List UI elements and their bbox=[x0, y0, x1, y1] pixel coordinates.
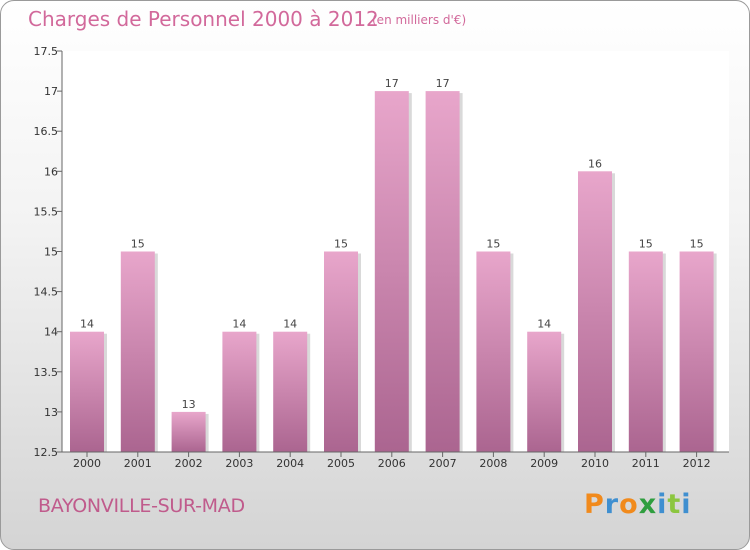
data-label: 15 bbox=[486, 238, 500, 251]
data-label: 14 bbox=[232, 318, 246, 331]
x-tick-label: 2000 bbox=[73, 457, 101, 470]
x-tick-label: 2010 bbox=[581, 457, 609, 470]
y-tick-label: 13 bbox=[44, 406, 58, 419]
x-tick-label: 2006 bbox=[378, 457, 406, 470]
data-label: 17 bbox=[436, 77, 450, 90]
y-tick-label: 17 bbox=[44, 85, 58, 98]
x-tick-label: 2012 bbox=[683, 457, 711, 470]
data-label: 15 bbox=[131, 238, 145, 251]
logo-letter: i bbox=[681, 489, 691, 520]
data-label: 14 bbox=[80, 318, 94, 331]
data-label: 14 bbox=[283, 318, 297, 331]
y-tick-label: 13.5 bbox=[34, 366, 59, 379]
bar-2009 bbox=[527, 332, 561, 452]
y-tick-label: 14.5 bbox=[34, 286, 59, 299]
x-tick-label: 2002 bbox=[175, 457, 203, 470]
bar-2000 bbox=[70, 332, 104, 452]
x-tick-label: 2005 bbox=[327, 457, 355, 470]
y-tick-label: 15.5 bbox=[34, 205, 59, 218]
x-tick-label: 2004 bbox=[276, 457, 304, 470]
data-label: 16 bbox=[588, 157, 602, 170]
y-tick-label: 16 bbox=[44, 165, 58, 178]
y-axis: 12.5 13 13.5 14 14.5 15 15.5 16 16.5 17 17.5 bbox=[34, 45, 63, 459]
logo-letter: i bbox=[657, 489, 667, 520]
logo-letter: o bbox=[619, 489, 639, 520]
bar-2011 bbox=[629, 252, 663, 453]
bar-2006 bbox=[375, 91, 409, 452]
data-label: 15 bbox=[334, 238, 348, 251]
x-tick-label: 2011 bbox=[632, 457, 660, 470]
x-axis: 2000 2001 2002 2003 2004 2005 2006 2007 2008 2009… bbox=[62, 452, 729, 470]
y-tick-label: 15 bbox=[44, 246, 58, 259]
x-tick-label: 2008 bbox=[479, 457, 507, 470]
data-label: 15 bbox=[639, 238, 653, 251]
data-label: 13 bbox=[182, 398, 196, 411]
x-tick-label: 2001 bbox=[124, 457, 152, 470]
logo-letter: r bbox=[605, 489, 619, 520]
bar-2002 bbox=[172, 412, 206, 452]
data-label: 14 bbox=[537, 318, 551, 331]
bar-2012 bbox=[680, 252, 714, 453]
y-tick-label: 17.5 bbox=[34, 45, 59, 58]
bar-2010 bbox=[578, 171, 612, 452]
bar-2001 bbox=[121, 252, 155, 453]
bar-2005 bbox=[324, 252, 358, 453]
bar-2007 bbox=[426, 91, 460, 452]
proxiti-logo[interactable]: Proxiti bbox=[584, 489, 692, 520]
logo-letter: P bbox=[584, 489, 605, 520]
bar-2003 bbox=[222, 332, 256, 452]
bar-2004 bbox=[273, 332, 307, 452]
x-tick-label: 2007 bbox=[429, 457, 457, 470]
y-tick-label: 16.5 bbox=[34, 125, 59, 138]
x-tick-label: 2003 bbox=[225, 457, 253, 470]
x-tick-label: 2009 bbox=[530, 457, 558, 470]
commune-name: BAYONVILLE-SUR-MAD bbox=[38, 495, 245, 517]
y-tick-label: 14 bbox=[44, 326, 58, 339]
data-label: 15 bbox=[690, 238, 704, 251]
y-tick-label: 12.5 bbox=[34, 446, 59, 459]
logo-letter: x bbox=[639, 489, 657, 520]
bar-2008 bbox=[476, 252, 510, 453]
data-label: 17 bbox=[385, 77, 399, 90]
logo-letter: t bbox=[667, 489, 681, 520]
